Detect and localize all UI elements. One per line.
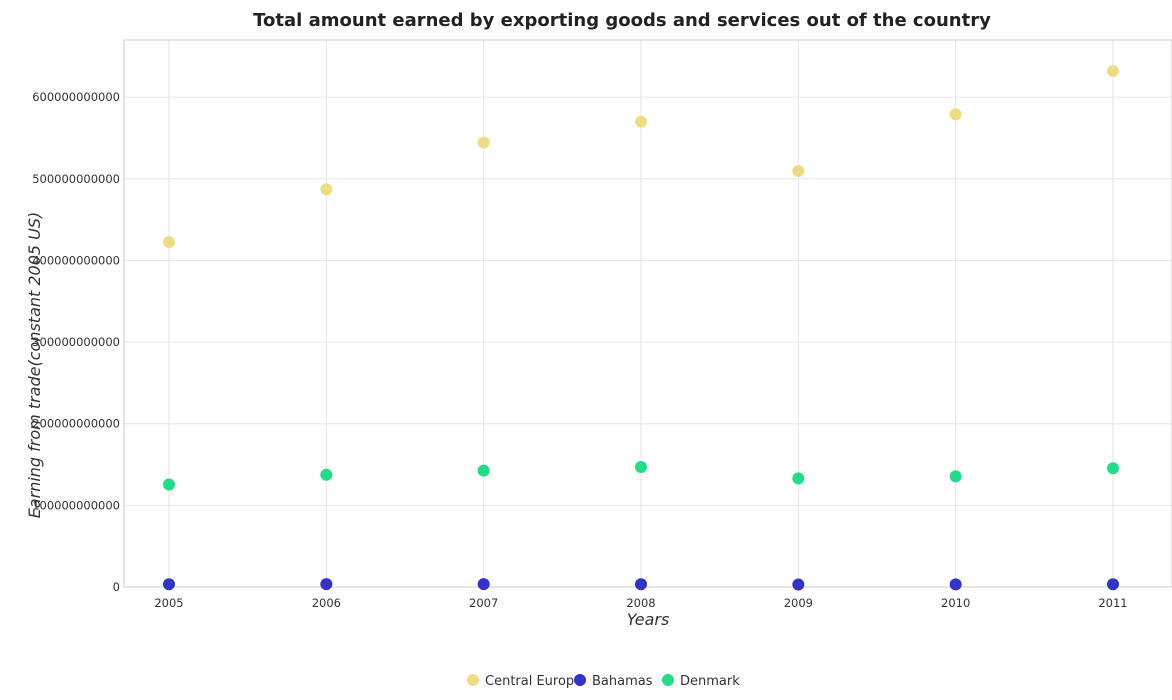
legend-marker-bahamas [574,674,586,686]
point-central-europe-2007 [477,136,490,149]
point-central-europe-2011 [1107,65,1119,78]
x-tick-label: 2008 [626,596,655,610]
point-central-europe-2006 [320,183,333,196]
y-tick-label: 100000000000 [32,498,120,512]
point-denmark-2006 [320,468,333,481]
point-central-europe-2008 [635,115,647,128]
y-tick-label: 300000000000 [32,335,120,349]
point-denmark-2005 [163,478,175,491]
point-central-europe-2005 [163,236,175,249]
point-denmark-2009 [792,472,805,485]
point-bahamas-2007 [477,578,490,591]
y-axis-label: Earning from trade(constant 2005 US) [25,212,44,519]
y-tick-label: 500000000000 [32,172,120,186]
data-points [163,65,1119,591]
legend-label-central-europe: Central Europe [485,674,582,689]
chart-title: Total amount earned by exporting goods a… [253,10,991,31]
point-denmark-2011 [1107,462,1119,475]
x-tick-label: 2009 [784,596,813,610]
legend-label-bahamas: Bahamas [592,674,653,689]
y-tick-label: 600000000000 [32,90,120,104]
x-tick-label: 2006 [312,596,341,610]
point-bahamas-2005 [163,578,175,591]
point-central-europe-2009 [792,165,805,178]
point-denmark-2007 [477,464,490,477]
y-tick-label: 200000000000 [32,417,120,431]
point-bahamas-2010 [949,578,962,591]
x-axis-label: Years [627,610,670,629]
legend-marker-denmark [662,674,674,686]
legend: Central Europe Bahamas Denmark [467,674,740,689]
point-bahamas-2009 [792,578,805,591]
x-tick-label: 2010 [941,596,970,610]
point-central-europe-2010 [949,108,962,121]
point-bahamas-2008 [635,578,647,591]
legend-marker-central-europe [467,674,479,686]
point-bahamas-2011 [1107,578,1119,591]
x-tick-label: 2007 [469,596,498,610]
y-tick-label: 400000000000 [32,253,120,267]
point-denmark-2010 [949,470,962,483]
plot-area-border [123,39,1172,588]
y-tick-label: 0 [113,580,120,594]
point-bahamas-2006 [320,578,333,591]
legend-label-denmark: Denmark [680,674,740,689]
x-tick-label: 2011 [1098,596,1127,610]
point-denmark-2008 [635,460,647,473]
tick-labels: 0 100000000000 200000000000 300000000000 400… [32,90,1127,610]
x-tick-label: 2005 [154,596,183,610]
